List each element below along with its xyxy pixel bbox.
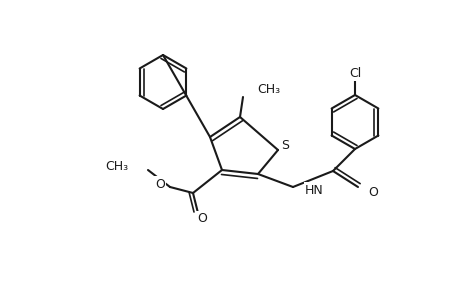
Text: HN: HN (304, 184, 323, 196)
Text: O: O (367, 185, 377, 199)
Text: O: O (155, 178, 165, 190)
Text: Cl: Cl (348, 67, 360, 80)
Text: S: S (280, 139, 288, 152)
Text: CH₃: CH₃ (257, 82, 280, 95)
Text: CH₃: CH₃ (105, 160, 128, 172)
Text: O: O (196, 212, 207, 226)
